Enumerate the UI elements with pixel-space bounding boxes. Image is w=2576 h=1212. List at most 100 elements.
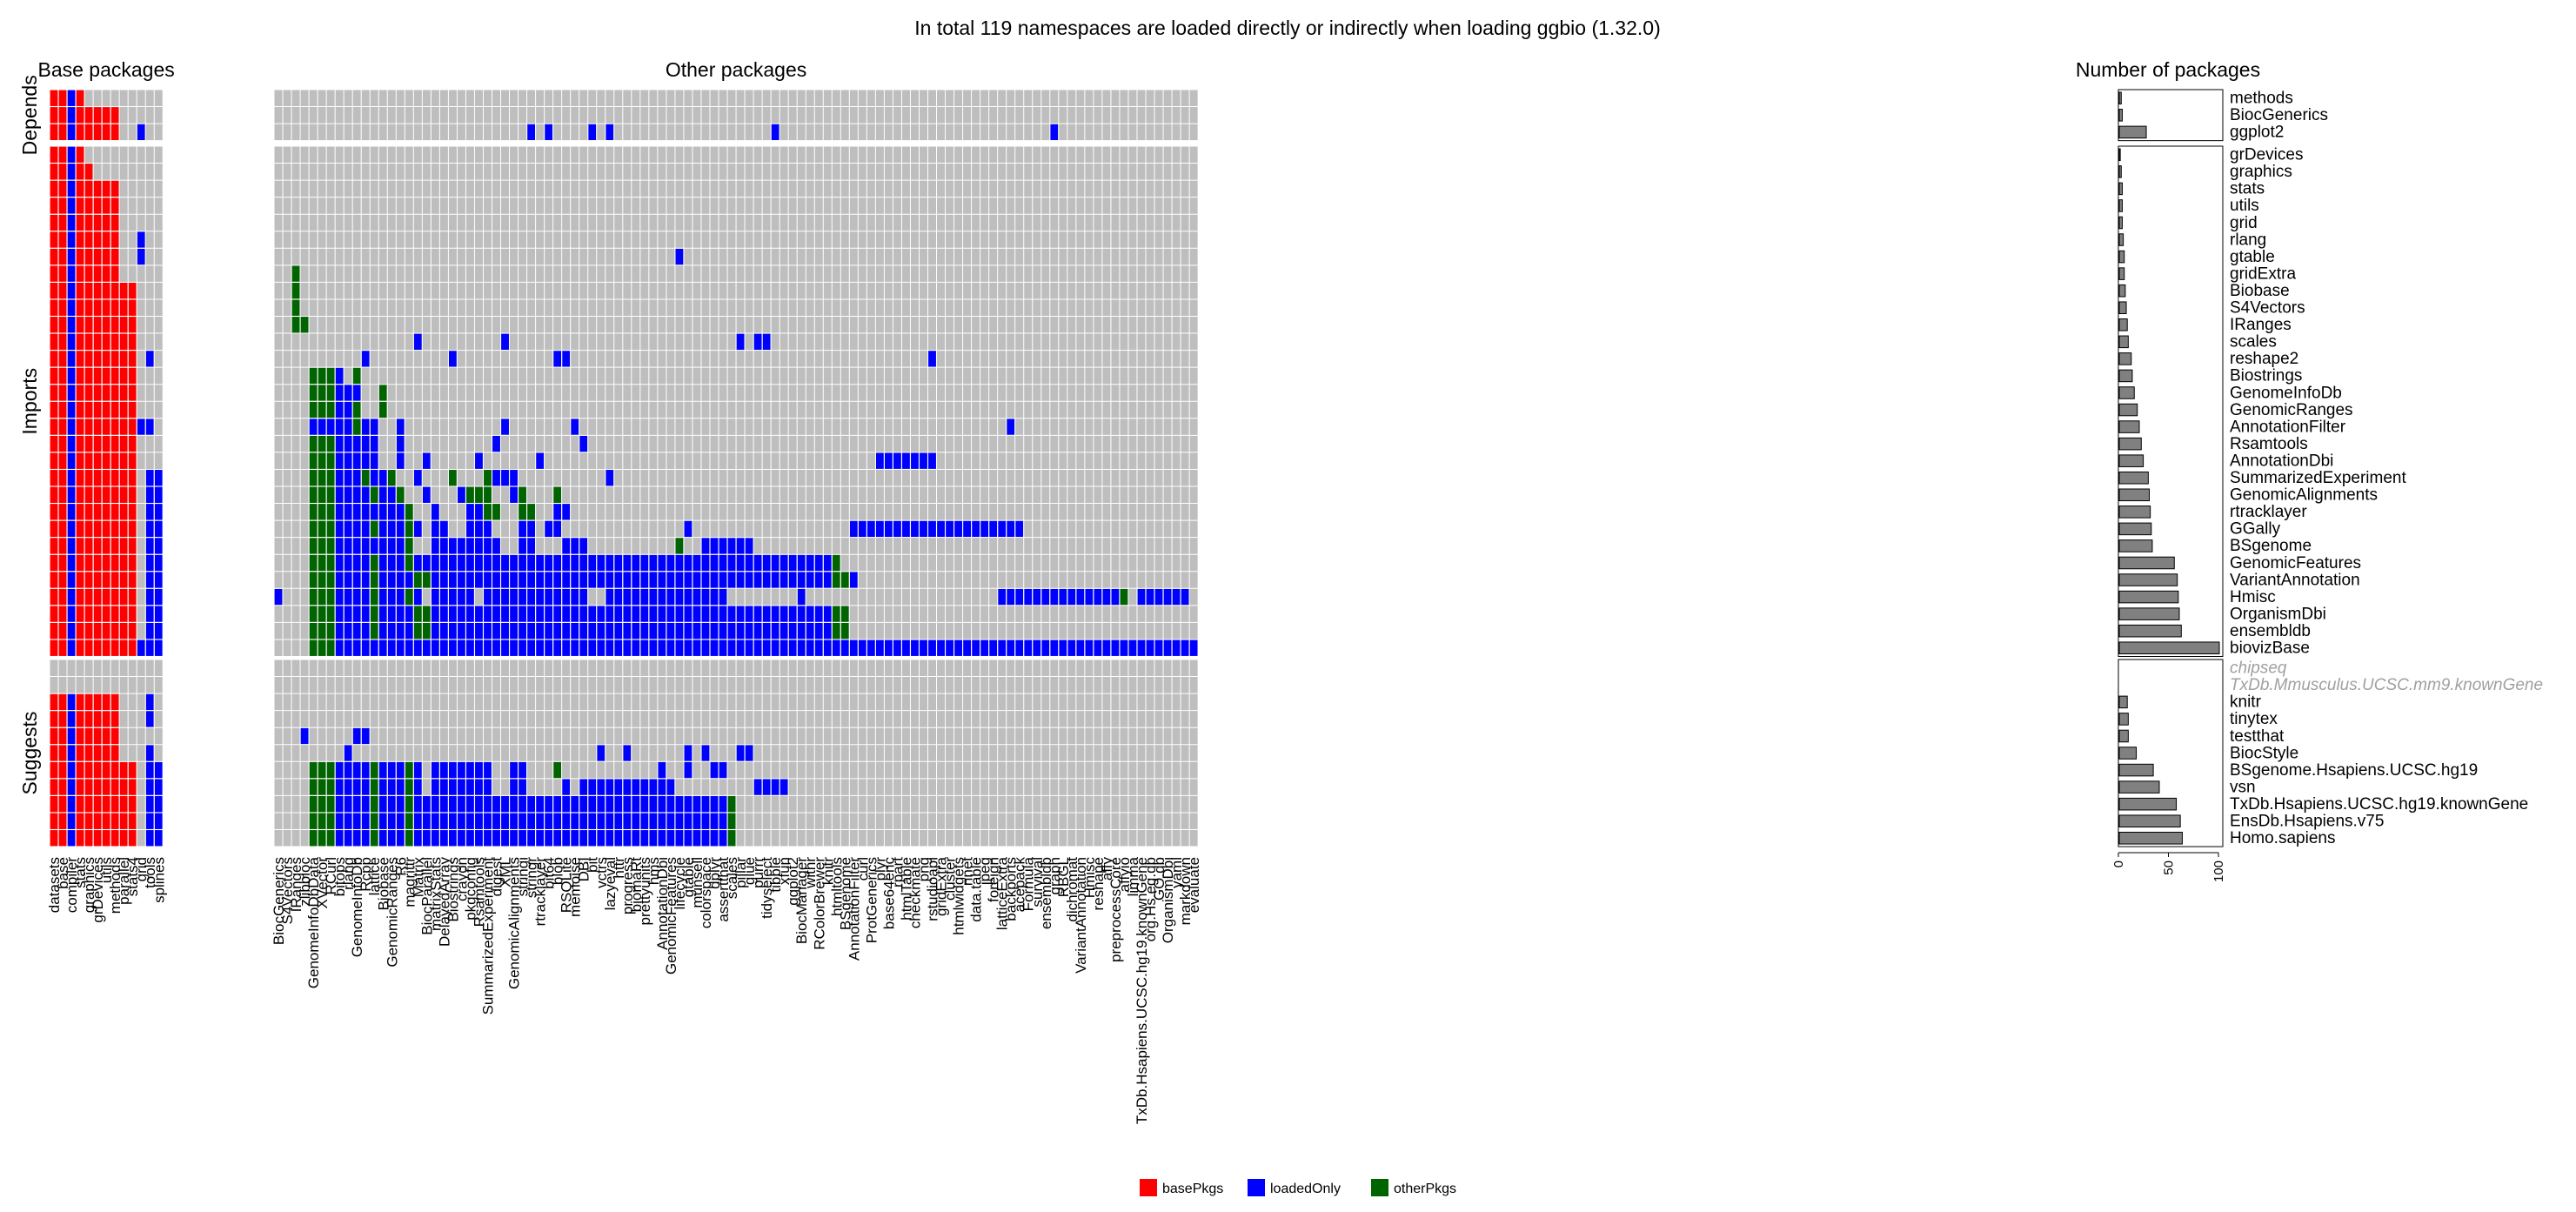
heatmap-cell <box>67 283 76 299</box>
heatmap-cell <box>797 554 806 572</box>
row-label: methods <box>2230 90 2293 108</box>
heatmap-cell <box>675 554 684 572</box>
count-bar <box>2118 233 2124 246</box>
heatmap-cell <box>606 606 614 622</box>
heatmap-cell <box>562 351 571 367</box>
heatmap-cell <box>1085 588 1094 606</box>
heatmap-cell <box>93 830 102 847</box>
heatmap-cell <box>110 693 119 711</box>
heatmap-cell <box>50 401 58 419</box>
heatmap-cell <box>67 317 76 333</box>
heatmap-cell <box>128 813 137 829</box>
heatmap-cell <box>753 606 762 622</box>
heatmap-cell <box>50 367 58 385</box>
heatmap-cell <box>84 727 93 745</box>
count-bar <box>2118 713 2129 726</box>
heatmap-cell <box>67 351 76 367</box>
heatmap-cell <box>119 538 128 554</box>
heatmap-cell <box>727 572 736 588</box>
heatmap-cell <box>119 830 128 847</box>
heatmap-cell <box>614 588 623 606</box>
heatmap-cell <box>727 830 736 847</box>
heatmap-cell <box>954 639 962 656</box>
heatmap-cell <box>588 606 597 622</box>
heatmap-cell <box>658 779 666 795</box>
heatmap-cell <box>387 520 396 538</box>
column-label: httr <box>611 857 627 879</box>
heatmap-cell <box>67 198 76 214</box>
heatmap-cell <box>606 779 614 795</box>
heatmap-cell <box>50 248 58 265</box>
heatmap-cell <box>128 470 137 486</box>
heatmap-cell <box>50 623 58 639</box>
heatmap-cell <box>50 419 58 435</box>
column-label: rstudioapi <box>925 857 941 921</box>
heatmap-cell <box>553 813 562 829</box>
heatmap-cell <box>484 796 492 813</box>
heatmap-cell <box>50 351 58 367</box>
heatmap-cell <box>727 796 736 813</box>
column-label: R6 <box>392 857 409 876</box>
heatmap-cell <box>352 639 361 656</box>
count-panel-header: Number of packages <box>2076 58 2260 81</box>
row-label: BiocGenerics <box>2230 106 2328 124</box>
heatmap-cell <box>102 367 110 385</box>
heatmap-cell <box>701 572 710 588</box>
count-bar <box>2118 814 2181 828</box>
heatmap-cell <box>102 401 110 419</box>
heatmap-cell <box>102 419 110 435</box>
heatmap-cell <box>370 572 378 588</box>
heatmap-cell <box>102 486 110 503</box>
heatmap-cell <box>50 588 58 606</box>
heatmap-cell <box>1050 124 1059 141</box>
heatmap-cell <box>361 796 370 813</box>
heatmap-cell <box>110 435 119 452</box>
heatmap-cell <box>378 813 387 829</box>
heatmap-cell <box>352 779 361 795</box>
heatmap-cell <box>675 572 684 588</box>
heatmap-cell <box>466 623 474 639</box>
heatmap-cell <box>378 639 387 656</box>
heatmap-cell <box>788 572 797 588</box>
heatmap-cell <box>344 401 352 419</box>
heatmap-cell <box>458 639 465 656</box>
heatmap-cell <box>736 745 745 761</box>
heatmap-cell <box>76 367 84 385</box>
heatmap-cell <box>439 520 448 538</box>
heatmap-cell <box>998 520 1007 538</box>
heatmap-cell <box>545 588 553 606</box>
heatmap-cell <box>588 124 597 141</box>
heatmap-cell <box>458 486 465 503</box>
heatmap-cell <box>352 572 361 588</box>
heatmap-cell <box>128 520 137 538</box>
heatmap-cell <box>649 639 658 656</box>
heatmap-cell <box>76 693 84 711</box>
heatmap-cell <box>484 639 492 656</box>
heatmap-cell <box>102 588 110 606</box>
heatmap-cell <box>387 554 396 572</box>
heatmap-cell <box>102 606 110 622</box>
heatmap-cell <box>553 520 562 538</box>
heatmap-cell <box>710 606 719 622</box>
heatmap-cell <box>67 693 76 711</box>
heatmap-cell <box>361 779 370 795</box>
heatmap-cell <box>519 554 526 572</box>
heatmap-cell <box>719 796 727 813</box>
heatmap-cell <box>658 572 666 588</box>
heatmap-cell <box>405 554 413 572</box>
heatmap-cell <box>684 572 693 588</box>
heatmap-cell <box>431 813 439 829</box>
heatmap-cell <box>422 606 431 622</box>
heatmap-cell <box>396 623 405 639</box>
heatmap-cell <box>84 520 93 538</box>
heatmap-cell <box>93 606 102 622</box>
heatmap-cell <box>527 520 535 538</box>
heatmap-cell <box>67 623 76 639</box>
heatmap-cell <box>102 265 110 282</box>
heatmap-cell <box>128 830 137 847</box>
heatmap-cell <box>110 283 119 299</box>
heatmap-cell <box>492 538 500 554</box>
column-label: datasets <box>46 857 63 913</box>
heatmap-cell <box>58 333 67 350</box>
heatmap-cell <box>849 572 858 588</box>
